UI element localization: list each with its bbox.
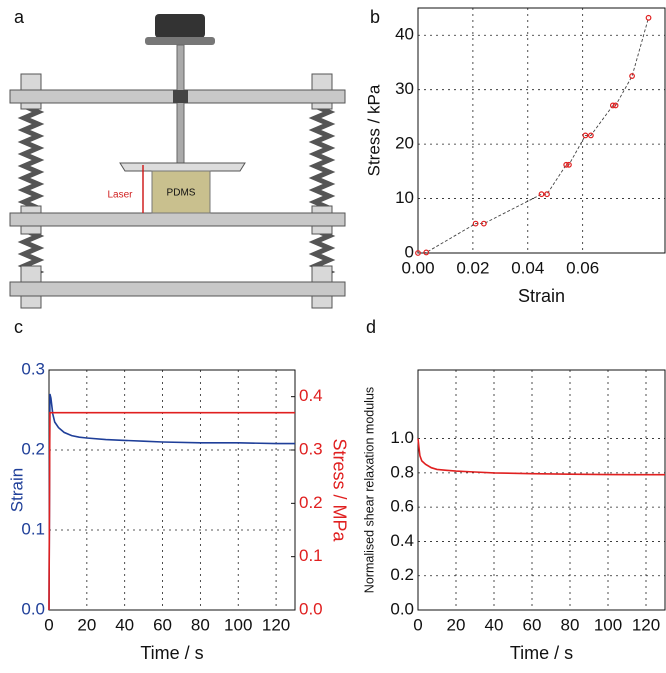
y-tick-label: 0.8	[390, 462, 414, 481]
data-line	[48, 393, 295, 611]
y2-tick-label: 0.0	[299, 599, 323, 618]
clamp	[173, 90, 188, 103]
data-point	[566, 161, 572, 168]
y-axis-label: Normalised shear relaxation modulus	[362, 387, 376, 593]
y-tick-label: 0.2	[390, 565, 414, 584]
panel-label: c	[14, 317, 23, 337]
y-tick-label: 1.0	[390, 428, 414, 447]
y-axis-label: Strain	[7, 468, 26, 512]
plate	[9, 281, 346, 297]
data-line	[417, 438, 665, 476]
panel-label: b	[370, 7, 380, 27]
y-tick-label: 0.0	[21, 599, 45, 618]
platen	[119, 162, 246, 172]
x-tick-label: 40	[115, 615, 134, 634]
y2-tick-label: 0.2	[299, 493, 323, 512]
y-tick-label: 0.2	[21, 439, 45, 458]
data-point	[609, 102, 616, 109]
y-tick-label: 40	[395, 25, 414, 44]
x-tick-label: 80	[191, 615, 210, 634]
x-tick-label: 120	[632, 615, 660, 634]
y2-tick-label: 0.3	[299, 439, 323, 458]
x-tick-label: 20	[77, 615, 96, 634]
data-point	[423, 249, 430, 256]
x-tick-label: 0.02	[456, 258, 489, 277]
x-tick-label: 100	[594, 615, 622, 634]
x-axis-label: Time / s	[140, 643, 203, 663]
press-diagram: a PDMS Laser	[9, 7, 346, 309]
data-point	[563, 161, 570, 168]
x-tick-label: 0	[413, 615, 422, 634]
y2-axis-label: Stress / MPa	[329, 438, 349, 542]
x-axis-label: Time / s	[510, 643, 573, 663]
x-tick-label: 0.04	[511, 258, 544, 277]
plot-frame	[417, 369, 666, 611]
y-tick-label: 0.3	[21, 359, 45, 378]
plot-frame	[48, 369, 296, 611]
x-tick-label: 100	[224, 615, 252, 634]
data-point	[415, 250, 421, 256]
laser-label: Laser	[107, 190, 133, 201]
spring	[17, 103, 45, 211]
panel-label: d	[366, 317, 376, 337]
spring	[308, 103, 336, 211]
sample	[151, 170, 211, 214]
sample-label: PDMS	[167, 188, 196, 199]
x-tick-label: 60	[523, 615, 542, 634]
y-tick-label: 30	[395, 79, 414, 98]
y-axis-label: Stress / kPa	[364, 84, 383, 176]
x-tick-label: 0.00	[401, 258, 434, 277]
y-tick-label: 0	[405, 242, 414, 261]
data-point	[645, 14, 652, 21]
x-tick-label: 0	[44, 615, 53, 634]
x-tick-label: 60	[153, 615, 172, 634]
data-point	[612, 102, 619, 109]
x-axis-label: Strain	[518, 286, 565, 306]
x-tick-label: 80	[561, 615, 580, 634]
y-tick-label: 0.4	[390, 531, 414, 550]
plate	[9, 212, 346, 227]
knob	[155, 14, 205, 38]
data-point	[629, 73, 635, 79]
plot-frame	[417, 7, 666, 254]
x-tick-label: 0.06	[566, 258, 599, 277]
data-line	[48, 411, 295, 611]
x-tick-label: 20	[447, 615, 466, 634]
y-tick-label: 0.6	[390, 497, 414, 516]
y2-tick-label: 0.4	[299, 386, 323, 405]
rod	[176, 44, 185, 166]
data-point	[588, 132, 594, 139]
y-tick-label: 20	[395, 134, 414, 153]
data-point	[544, 191, 550, 198]
y-tick-label: 0.1	[21, 519, 45, 538]
x-tick-label: 120	[262, 615, 290, 634]
knob-disc	[145, 37, 215, 45]
y-tick-label: 0.0	[390, 599, 414, 618]
connecting-line	[417, 17, 649, 254]
y-tick-label: 10	[395, 188, 414, 207]
panel-label: a	[14, 7, 25, 27]
y2-tick-label: 0.1	[299, 546, 323, 565]
data-point	[472, 220, 479, 227]
nuts	[20, 73, 333, 309]
data-point	[582, 132, 589, 139]
data-point	[538, 191, 545, 198]
x-tick-label: 40	[485, 615, 504, 634]
data-point	[480, 220, 487, 227]
